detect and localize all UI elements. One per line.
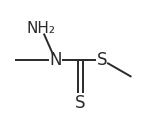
Text: N: N [49,51,62,69]
Text: S: S [97,51,107,69]
Text: S: S [75,94,86,112]
Text: NH₂: NH₂ [26,21,55,36]
